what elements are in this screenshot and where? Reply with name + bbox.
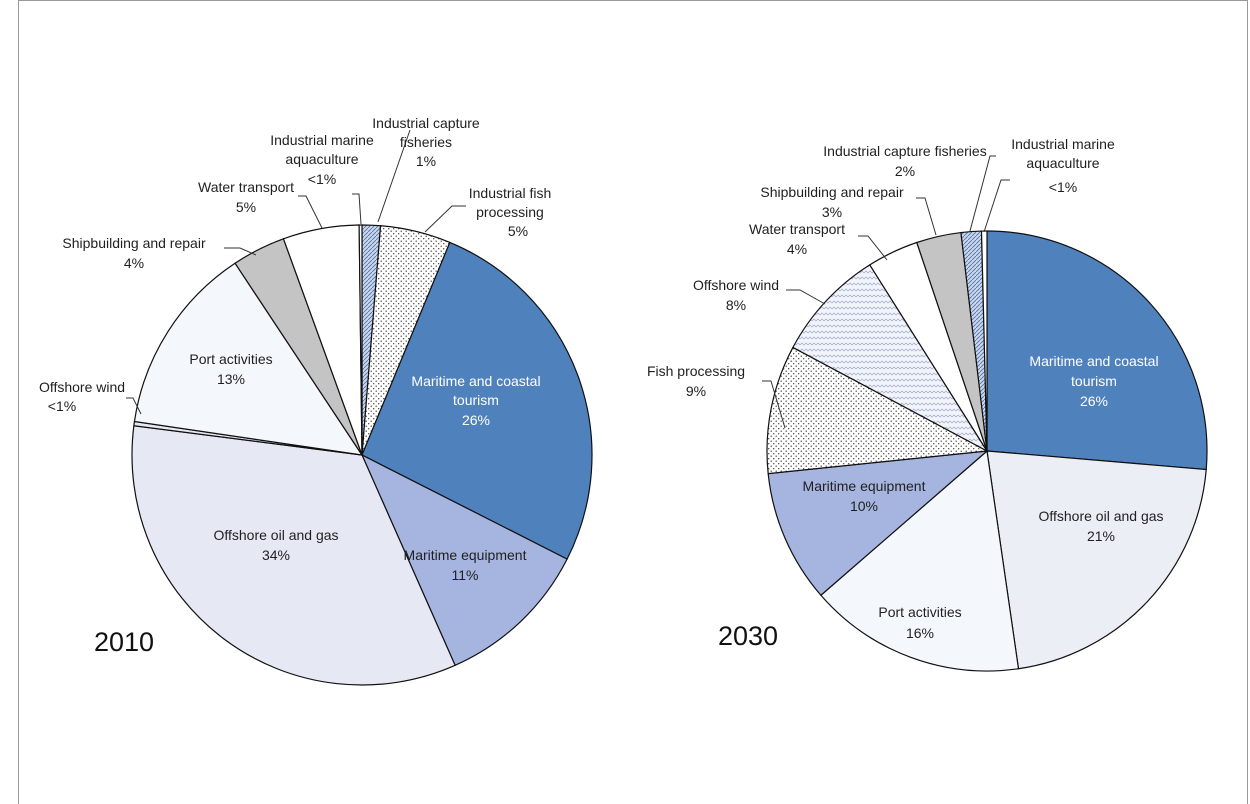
slice-label: Maritime and coastal (411, 373, 540, 389)
slice-label: Offshore wind (693, 277, 779, 293)
chart-year-title: 2010 (94, 627, 154, 657)
slice-value-label: 3% (822, 204, 842, 220)
slice-label: tourism (1071, 373, 1117, 389)
slice-label: aquaculture (285, 151, 358, 167)
slice-value-label: 2% (895, 163, 915, 179)
slice-label: Port activities (189, 351, 272, 367)
slice-label: Industrial capture (372, 115, 480, 131)
leader-line (224, 247, 257, 256)
leader-line (858, 235, 888, 261)
slice-label: Shipbuilding and repair (62, 235, 206, 251)
slice-label: Water transport (749, 221, 845, 237)
slice-value-label: 9% (686, 383, 706, 399)
pie-slice (986, 450, 1207, 670)
leader-line (786, 289, 826, 305)
leader-line (424, 205, 466, 233)
slice-value-label: 21% (1087, 528, 1115, 544)
slice-label: Industrial marine (1011, 136, 1115, 152)
pie-2030: Maritime and coastal tourism 26% Offshore o… (647, 136, 1208, 672)
slice-value-label: <1% (1049, 179, 1077, 195)
leader-line (762, 380, 786, 429)
slice-label: Maritime equipment (404, 547, 527, 563)
slice-label: Maritime equipment (803, 478, 926, 494)
leader-line (916, 197, 937, 236)
pie-slice (820, 449, 1020, 672)
pie-slice (360, 453, 568, 667)
slice-value-label: 26% (1080, 393, 1108, 409)
slice-label: Maritime and coastal (1029, 353, 1158, 369)
slice-value-label: <1% (48, 398, 76, 414)
slice-value-label: 4% (787, 241, 807, 257)
pie-slice (131, 425, 456, 686)
slice-label: fisheries (400, 134, 452, 150)
slice-value-label: 34% (262, 547, 290, 563)
slice-label: Water transport (198, 179, 294, 195)
slice-value-label: 1% (416, 153, 436, 169)
pie-slice (133, 262, 364, 456)
slice-label: Offshore wind (39, 379, 125, 395)
slice-value-label: <1% (308, 171, 336, 187)
leader-line (377, 129, 411, 223)
slice-value-label: 5% (236, 199, 256, 215)
slice-value-label: 13% (217, 371, 245, 387)
slice-value-label: 8% (726, 297, 746, 313)
slice-label: Industrial capture fisheries (823, 143, 986, 159)
slice-label: processing (476, 204, 544, 220)
slice-label: Fish processing (647, 363, 745, 379)
pie-slice (792, 264, 989, 453)
slice-value-label: 10% (850, 498, 878, 514)
slice-value-label: 11% (452, 567, 479, 583)
pie-slice (361, 241, 593, 560)
slice-value-label: 5% (508, 223, 528, 239)
pie-slice (767, 450, 989, 597)
leader-line (969, 155, 996, 232)
slice-value-label: 16% (906, 625, 934, 641)
slice-label: tourism (453, 392, 499, 408)
slice-label: Shipbuilding and repair (760, 184, 904, 200)
pie-slice (986, 230, 1208, 471)
slice-label: Port activities (878, 604, 961, 620)
pie-slice (766, 346, 990, 475)
leader-line (126, 397, 142, 415)
leader-line (352, 193, 362, 225)
slice-label: Offshore oil and gas (213, 527, 338, 543)
slice-label: Offshore oil and gas (1038, 508, 1163, 524)
leader-line (298, 195, 323, 229)
chart-year-title: 2030 (718, 621, 778, 651)
slice-label: aquaculture (1026, 155, 1099, 171)
slice-label: Industrial fish (469, 185, 551, 201)
leader-line (983, 179, 1010, 233)
pie-slice (358, 224, 363, 456)
slice-label: Industrial marine (270, 132, 374, 148)
slice-value-label: 26% (462, 412, 490, 428)
pie-2010: Industrial capture fisheries 1% Industrial … (39, 115, 593, 686)
slice-value-label: 4% (124, 255, 144, 271)
